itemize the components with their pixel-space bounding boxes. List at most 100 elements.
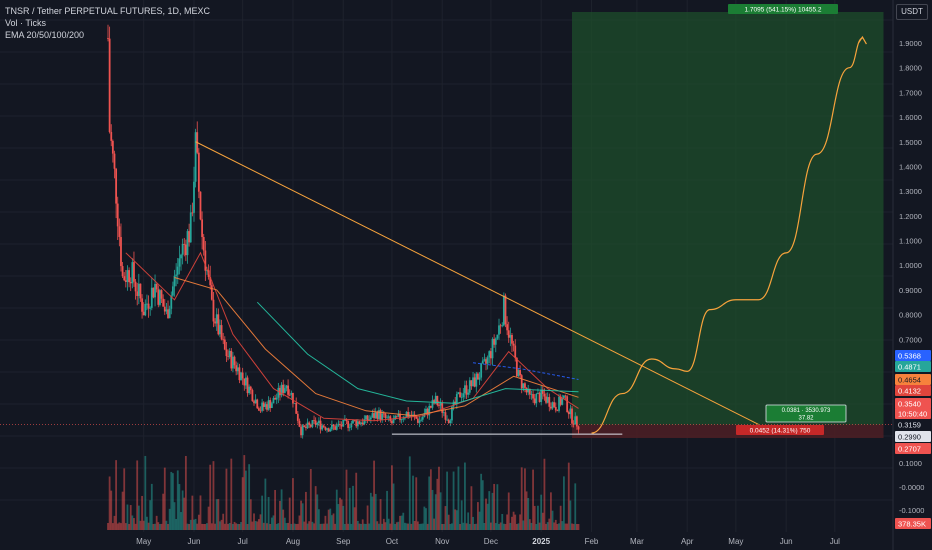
volume-bar xyxy=(481,480,484,530)
volume-bar xyxy=(230,458,233,530)
volume-bar xyxy=(332,513,335,530)
y-tick-label: 0.8000 xyxy=(899,311,922,320)
candle-body xyxy=(266,404,268,410)
volume-bar xyxy=(418,523,421,530)
candle-body xyxy=(541,389,544,394)
long-position-target-zone[interactable] xyxy=(572,12,884,425)
candle-body xyxy=(230,350,233,369)
candle-body xyxy=(436,395,439,406)
volume-bar xyxy=(392,483,395,530)
volume-bar xyxy=(215,499,218,530)
candle-body xyxy=(438,405,440,406)
candle-body xyxy=(545,396,547,403)
candle-body xyxy=(274,397,277,400)
candle-body xyxy=(279,387,281,396)
candle-body xyxy=(178,258,181,267)
volume-bar xyxy=(202,523,205,530)
volume-bar xyxy=(210,523,213,530)
candle-body xyxy=(292,392,294,404)
candle-body xyxy=(449,420,452,424)
volume-bar xyxy=(253,513,255,530)
volume-bar xyxy=(365,523,367,530)
candle-body xyxy=(113,153,116,169)
volume-bar xyxy=(227,523,229,530)
candle-body xyxy=(392,419,395,424)
candle-body xyxy=(257,408,260,411)
volume-bar xyxy=(391,465,393,530)
candle-body xyxy=(457,392,460,395)
y-tick-label: 0.7000 xyxy=(899,335,922,344)
candle-body xyxy=(142,311,145,316)
volume-bar xyxy=(575,523,578,530)
volume-bar xyxy=(306,523,309,530)
candle-body xyxy=(562,395,565,399)
candle-body xyxy=(447,419,450,424)
ema-indicator-label[interactable]: EMA 20/50/100/200 xyxy=(5,30,85,40)
candle-body xyxy=(204,250,207,271)
symbol-title[interactable]: TNSR / Tether PERPETUAL FUTURES, 1D, MEX… xyxy=(5,6,211,16)
volume-bar xyxy=(118,522,121,530)
candle-body xyxy=(233,356,236,366)
volume-bar xyxy=(444,506,447,530)
volume-bar xyxy=(426,523,429,530)
candle-body xyxy=(402,418,405,420)
projection-path[interactable] xyxy=(591,37,863,434)
volume-bar xyxy=(133,518,135,530)
volume-bar xyxy=(248,464,251,530)
candle-body xyxy=(232,356,234,369)
candle-body xyxy=(365,415,367,420)
volume-bar xyxy=(327,509,330,530)
candle-body xyxy=(459,392,461,398)
candle-body xyxy=(577,426,580,430)
volume-bar xyxy=(249,499,252,530)
candle-body xyxy=(548,397,551,407)
y-tick-label: -0.1000 xyxy=(899,506,924,515)
volume-bar xyxy=(540,494,543,530)
candle-body xyxy=(220,325,223,340)
candle-body xyxy=(193,181,195,213)
descending-trendline[interactable] xyxy=(195,141,759,425)
volume-bar xyxy=(522,520,525,530)
candle-body xyxy=(167,309,169,319)
candle-body xyxy=(477,373,479,380)
candle-body xyxy=(465,385,468,395)
volume-bar xyxy=(126,504,129,530)
volume-bar xyxy=(462,522,465,530)
candle-body xyxy=(528,388,531,395)
candle-body xyxy=(303,425,306,427)
candle-body xyxy=(486,357,489,364)
volume-bar xyxy=(561,521,564,530)
x-tick-label: Mar xyxy=(630,537,644,546)
volume-bar xyxy=(180,512,182,530)
volume-bar xyxy=(498,523,500,530)
volume-indicator-label[interactable]: Vol · Ticks xyxy=(5,18,47,28)
volume-bar xyxy=(408,456,411,530)
candle-body xyxy=(399,413,401,421)
svg-text:37.82: 37.82 xyxy=(798,416,814,422)
long-position-stop-zone[interactable] xyxy=(572,424,884,438)
candle-body xyxy=(340,425,343,427)
volume-bar xyxy=(285,523,288,530)
candle-body xyxy=(488,351,491,358)
candle-body xyxy=(290,392,293,395)
candle-body xyxy=(227,356,229,357)
candle-body xyxy=(473,377,476,387)
candle-body xyxy=(389,416,392,421)
candle-body xyxy=(567,412,570,415)
volume-bar xyxy=(387,518,390,530)
volume-bar xyxy=(290,523,293,530)
volume-bar xyxy=(381,523,384,530)
candle-body xyxy=(501,325,504,327)
volume-bar xyxy=(121,491,124,530)
candle-body xyxy=(157,289,160,305)
volume-bar xyxy=(176,470,179,530)
volume-bar xyxy=(368,523,371,530)
candle-body xyxy=(111,140,114,154)
x-tick-label: Jul xyxy=(830,537,840,546)
candle-body xyxy=(327,428,330,432)
y-axis: 1.9000 1.8000 1.7000 1.6000 1.5000 1.4000 1.30… xyxy=(892,0,924,550)
candle-body xyxy=(348,427,351,429)
currency-unit-button[interactable]: USDT xyxy=(896,4,928,20)
volume-bar xyxy=(468,523,471,530)
